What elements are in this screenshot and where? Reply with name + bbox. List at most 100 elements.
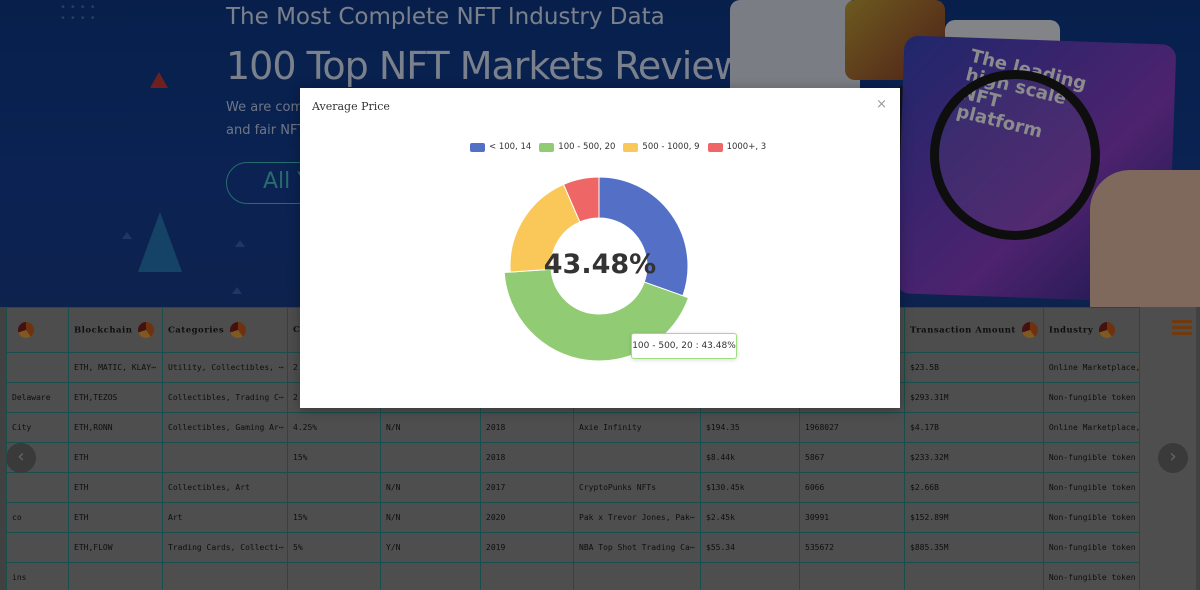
table-row[interactable]: ETH 15% 2018 $8.44k 5867 $233.32M Non-fungible… bbox=[6, 442, 1140, 473]
table-cell: 15% bbox=[287, 502, 381, 533]
legend-item[interactable]: < 100, 14 bbox=[470, 142, 531, 152]
table-cell: 5% bbox=[287, 532, 381, 563]
table-cell: N/N bbox=[380, 472, 481, 503]
table-header-label: Industry bbox=[1048, 325, 1094, 336]
banner-description-2: and fair NFT ir bbox=[226, 123, 319, 138]
table-cell: co bbox=[6, 502, 69, 533]
table-row[interactable]: ins Non-fungible token (NF bbox=[6, 562, 1140, 590]
table-cell: 2018 bbox=[480, 412, 574, 443]
legend-label: 1000+, 3 bbox=[726, 142, 767, 152]
table-cell: $8.44k bbox=[700, 442, 800, 473]
table-cell: $233.32M bbox=[904, 442, 1044, 473]
pie-chart-icon[interactable] bbox=[1099, 322, 1116, 338]
table-cell: Non-fungible token (NF bbox=[1042, 382, 1140, 413]
table-header-label: Transaction Amount bbox=[910, 325, 1016, 336]
table-row[interactable]: ETH Collectibles, Art N/N 2017 CryptoPunks N… bbox=[6, 472, 1140, 503]
table-cell: Utility, Collectibles, ⋯ bbox=[162, 352, 288, 383]
pie-chart-icon[interactable] bbox=[230, 322, 247, 338]
table-cell: NBA Top Shot Trading Ca⋯ bbox=[573, 532, 701, 563]
legend-swatch bbox=[539, 142, 555, 152]
legend-item[interactable]: 500 - 1000, 9 bbox=[623, 142, 700, 152]
table-cell: 1968027 bbox=[799, 412, 905, 443]
table-cell bbox=[480, 562, 574, 590]
donut-slice[interactable] bbox=[598, 176, 689, 297]
legend-item[interactable]: 100 - 500, 20 bbox=[539, 142, 615, 152]
pie-chart-icon[interactable] bbox=[138, 322, 155, 338]
chart-center-label: 43.48% bbox=[544, 249, 656, 280]
table-cell bbox=[287, 472, 381, 503]
table-cell: 4.25% bbox=[287, 412, 381, 443]
legend-label: 500 - 1000, 9 bbox=[642, 142, 700, 152]
table-cell: $130.45k bbox=[700, 472, 800, 503]
table-cell bbox=[162, 442, 288, 473]
table-header-cell[interactable]: Categories bbox=[162, 307, 288, 353]
pie-chart-icon[interactable] bbox=[18, 322, 34, 338]
banner-description: We are comm bbox=[226, 100, 316, 115]
list-view-icon[interactable] bbox=[1172, 320, 1192, 338]
decor-triangle bbox=[150, 72, 168, 88]
table-cell bbox=[6, 532, 69, 563]
table-cell: Online Marketplace,Cry bbox=[1042, 352, 1140, 383]
table-cell: ETH,RONN bbox=[68, 412, 163, 443]
next-arrow-button[interactable]: › bbox=[1158, 443, 1188, 473]
table-cell: 2020 bbox=[480, 502, 574, 533]
table-cell: Pak x Trevor Jones, Pak⋯ bbox=[573, 502, 701, 533]
table-cell bbox=[700, 562, 800, 590]
table-header-label: Blockchain bbox=[74, 325, 133, 336]
table-cell: Trading Cards, Collecti⋯ bbox=[162, 532, 288, 563]
decor-triangle-small bbox=[232, 287, 242, 294]
table-header-cell[interactable]: Blockchain bbox=[68, 307, 163, 353]
table-cell: ETH, MATIC, KLAY⋯ bbox=[68, 352, 163, 383]
table-cell: 15% bbox=[287, 442, 381, 473]
modal-title: Average Price bbox=[312, 100, 390, 113]
legend-label: 100 - 500, 20 bbox=[558, 142, 616, 152]
table-cell: ETH,TEZOS bbox=[68, 382, 163, 413]
table-cell: ETH bbox=[68, 442, 163, 473]
legend-item[interactable]: 1000+, 3 bbox=[707, 142, 767, 152]
table-cell: $885.35M bbox=[904, 532, 1044, 563]
table-header-label: C bbox=[293, 325, 301, 335]
table-cell: ins bbox=[6, 562, 69, 590]
prev-arrow-button[interactable]: ‹ bbox=[6, 443, 36, 473]
table-cell: $23.5B bbox=[904, 352, 1044, 383]
table-cell bbox=[68, 562, 163, 590]
legend-label: < 100, 14 bbox=[489, 142, 532, 152]
decor-triangle-small bbox=[122, 232, 132, 239]
table-cell bbox=[573, 442, 701, 473]
table-cell: CryptoPunks NFTs bbox=[573, 472, 701, 503]
magnifier-icon bbox=[930, 70, 1100, 240]
decor-pyramid bbox=[138, 212, 182, 272]
table-cell: 2017 bbox=[480, 472, 574, 503]
table-cell bbox=[799, 562, 905, 590]
table-cell: Non-fungible token (NF bbox=[1042, 562, 1140, 590]
hand-image bbox=[1090, 170, 1200, 307]
pie-chart-icon[interactable] bbox=[1021, 322, 1038, 338]
table-cell: Collectibles, Art bbox=[162, 472, 288, 503]
table-cell bbox=[6, 352, 69, 383]
table-header-cell[interactable] bbox=[6, 307, 69, 353]
table-cell: $152.89M bbox=[904, 502, 1044, 533]
chart-legend: < 100, 14 100 - 500, 20 500 - 1000, 9 1000+… bbox=[470, 142, 766, 152]
table-cell: Art bbox=[162, 502, 288, 533]
decor-triangle-small bbox=[235, 240, 245, 247]
table-row[interactable]: City ETH,RONN Collectibles, Gaming Ar⋯ 4.25… bbox=[6, 412, 1140, 443]
table-cell: $194.35 bbox=[700, 412, 800, 443]
chart-tooltip: 100 - 500, 20 : 43.48% bbox=[631, 333, 737, 359]
table-cell: ETH bbox=[68, 472, 163, 503]
table-cell: $293.31M bbox=[904, 382, 1044, 413]
donut-slice[interactable] bbox=[562, 176, 600, 223]
table-cell bbox=[380, 562, 481, 590]
table-cell: 2019 bbox=[480, 532, 574, 563]
close-icon[interactable]: × bbox=[876, 97, 887, 112]
banner-title: 100 Top NFT Markets Review bbox=[226, 44, 745, 88]
table-row[interactable]: co ETH Art 15% N/N 2020 Pak x Trevor Jones, Pa… bbox=[6, 502, 1140, 533]
hero-banner: •••• •••• The Most Complete NFT Industry … bbox=[0, 0, 1200, 307]
table-cell bbox=[380, 442, 481, 473]
legend-swatch bbox=[707, 142, 723, 152]
table-cell: 5867 bbox=[799, 442, 905, 473]
table-cell: Y/N bbox=[380, 532, 481, 563]
table-cell bbox=[287, 562, 381, 590]
table-cell: Collectibles, Trading C⋯ bbox=[162, 382, 288, 413]
table-cell: 2018 bbox=[480, 442, 574, 473]
